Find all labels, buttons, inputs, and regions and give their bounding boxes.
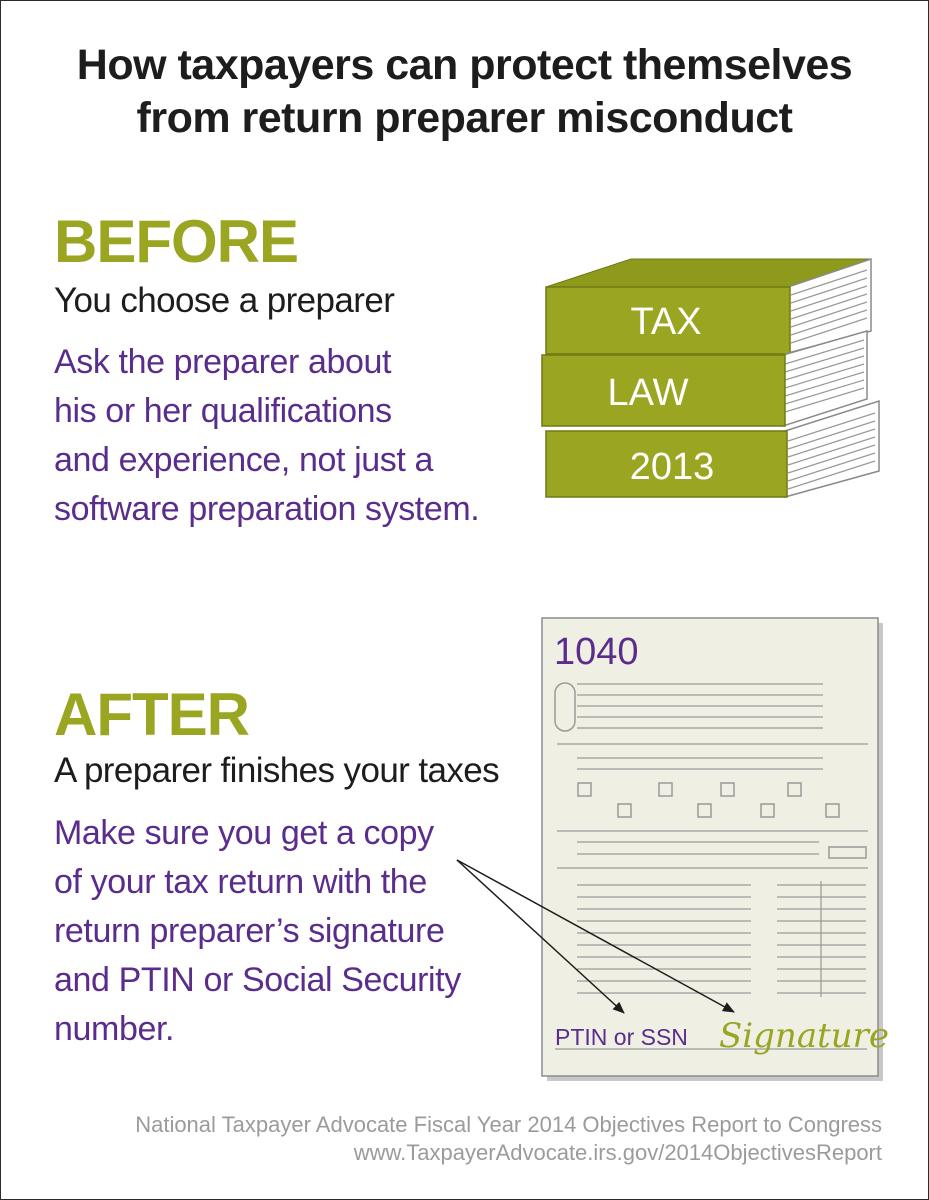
after-body-line: Make sure you get a copy bbox=[54, 814, 434, 852]
book-top bbox=[545, 257, 872, 355]
before-body-line: his or her qualifications bbox=[54, 392, 392, 430]
before-body-line: Ask the preparer about bbox=[54, 343, 392, 381]
tax-law-books-icon: TAX LAW 2013 bbox=[541, 257, 880, 498]
before-body-line: software preparation system. bbox=[54, 490, 480, 528]
after-subheading: A preparer finishes your taxes bbox=[54, 751, 500, 790]
after-body: Make sure you get a copy of your tax ret… bbox=[54, 809, 461, 1054]
title-line-2: from return preparer misconduct bbox=[136, 94, 793, 142]
after-body-line: of your tax return with the bbox=[54, 863, 427, 901]
page-title: How taxpayers can protect themselves fro… bbox=[1, 39, 928, 145]
before-subheading: You choose a preparer bbox=[54, 281, 395, 320]
source-footer: National Taxpayer Advocate Fiscal Year 2… bbox=[22, 1111, 882, 1167]
before-body-line: and experience, not just a bbox=[54, 441, 433, 479]
before-heading: BEFORE bbox=[54, 208, 299, 275]
signature-label: Signature bbox=[719, 1016, 889, 1056]
book-middle bbox=[541, 330, 868, 428]
pointer-arrows bbox=[456, 859, 735, 1014]
book-label-law: LAW bbox=[608, 372, 689, 414]
footer-report-title: National Taxpayer Advocate Fiscal Year 2… bbox=[135, 1112, 882, 1137]
footer-report-url: www.TaxpayerAdvocate.irs.gov/2014Objecti… bbox=[353, 1140, 882, 1165]
after-body-line: return preparer’s signature bbox=[54, 912, 445, 950]
title-line-1: How taxpayers can protect themselves bbox=[76, 41, 853, 89]
after-heading: AFTER bbox=[54, 681, 250, 748]
book-label-year: 2013 bbox=[630, 446, 715, 488]
after-body-line: and PTIN or Social Security bbox=[54, 961, 461, 999]
form-number: 1040 bbox=[554, 631, 639, 673]
arrow-to-ptin bbox=[456, 859, 625, 1014]
book-bottom bbox=[545, 399, 880, 498]
ptin-ssn-label: PTIN or SSN bbox=[555, 1024, 688, 1050]
book-label-tax: TAX bbox=[630, 301, 701, 343]
before-body: Ask the preparer about his or her qualif… bbox=[54, 338, 480, 534]
arrow-to-signature bbox=[456, 859, 735, 1013]
tax-form-1040-icon: 1040 bbox=[541, 617, 889, 1081]
after-body-line: number. bbox=[54, 1010, 175, 1048]
